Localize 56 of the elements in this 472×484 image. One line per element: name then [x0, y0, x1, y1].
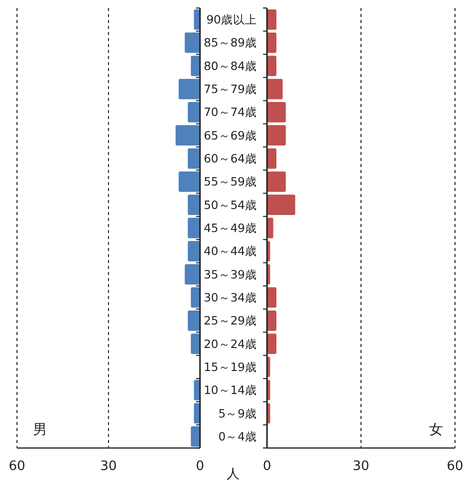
y-tick-label: 75～79歳 — [204, 82, 257, 96]
y-tick-label: 25～29歳 — [204, 314, 257, 328]
bar — [184, 32, 200, 53]
bar — [267, 334, 276, 354]
y-tick-label: 45～49歳 — [204, 221, 257, 235]
bar — [267, 56, 276, 76]
bar — [188, 240, 200, 262]
text: 男 — [33, 422, 47, 438]
bar — [190, 426, 200, 447]
text: 女 — [429, 422, 443, 438]
x-tick-label: 30 — [352, 459, 370, 474]
y-tick-label: 40～44歳 — [204, 244, 257, 258]
y-tick-label: 50～54歳 — [204, 198, 257, 212]
y-tick-label: 85～89歳 — [204, 36, 257, 50]
bar — [184, 264, 200, 285]
x-tick-label: 60 — [8, 459, 26, 474]
y-tick-label: 65～69歳 — [204, 128, 257, 142]
bar — [188, 102, 200, 122]
x-tick-label: 0 — [262, 459, 272, 474]
y-tick-label: 30～34歳 — [204, 290, 257, 304]
y-tick-label: 15～19歳 — [204, 360, 257, 374]
bar — [190, 287, 200, 308]
bar — [188, 218, 200, 238]
bar — [194, 9, 200, 30]
bar — [178, 78, 200, 100]
bar — [267, 102, 286, 122]
bar — [267, 194, 296, 216]
y-tick-label: 35～39歳 — [204, 267, 257, 282]
y-tick-label: 70～74歳 — [204, 105, 257, 120]
bar — [267, 32, 276, 53]
bar — [188, 310, 200, 331]
bar — [178, 171, 200, 192]
x-tick-label: 60 — [446, 459, 464, 474]
bar — [190, 334, 200, 354]
bar — [176, 125, 200, 146]
x-axis-title: 人 — [226, 467, 240, 482]
x-tick-label: 30 — [100, 459, 117, 474]
bar — [267, 9, 276, 30]
bar — [267, 125, 286, 146]
y-tick-label: 0～4歳 — [218, 429, 257, 444]
bar — [267, 78, 283, 100]
y-tick-label: 10～14歳 — [204, 383, 257, 398]
bar — [267, 310, 276, 331]
bar — [188, 148, 200, 169]
bar — [188, 194, 200, 216]
y-tick-label: 5～9歳 — [218, 406, 257, 420]
y-tick-label: 60～64歳 — [204, 152, 257, 166]
y-tick-label: 90歳以上 — [206, 12, 257, 27]
y-tick-label: 55～59歳 — [204, 174, 257, 189]
y-tick-label: 20～24歳 — [204, 336, 257, 351]
bar — [190, 56, 200, 76]
x-tick-label: 0 — [196, 459, 204, 474]
y-tick-label: 80～84歳 — [204, 58, 257, 73]
bar — [267, 171, 286, 192]
bar — [194, 403, 200, 424]
bar — [194, 380, 200, 400]
